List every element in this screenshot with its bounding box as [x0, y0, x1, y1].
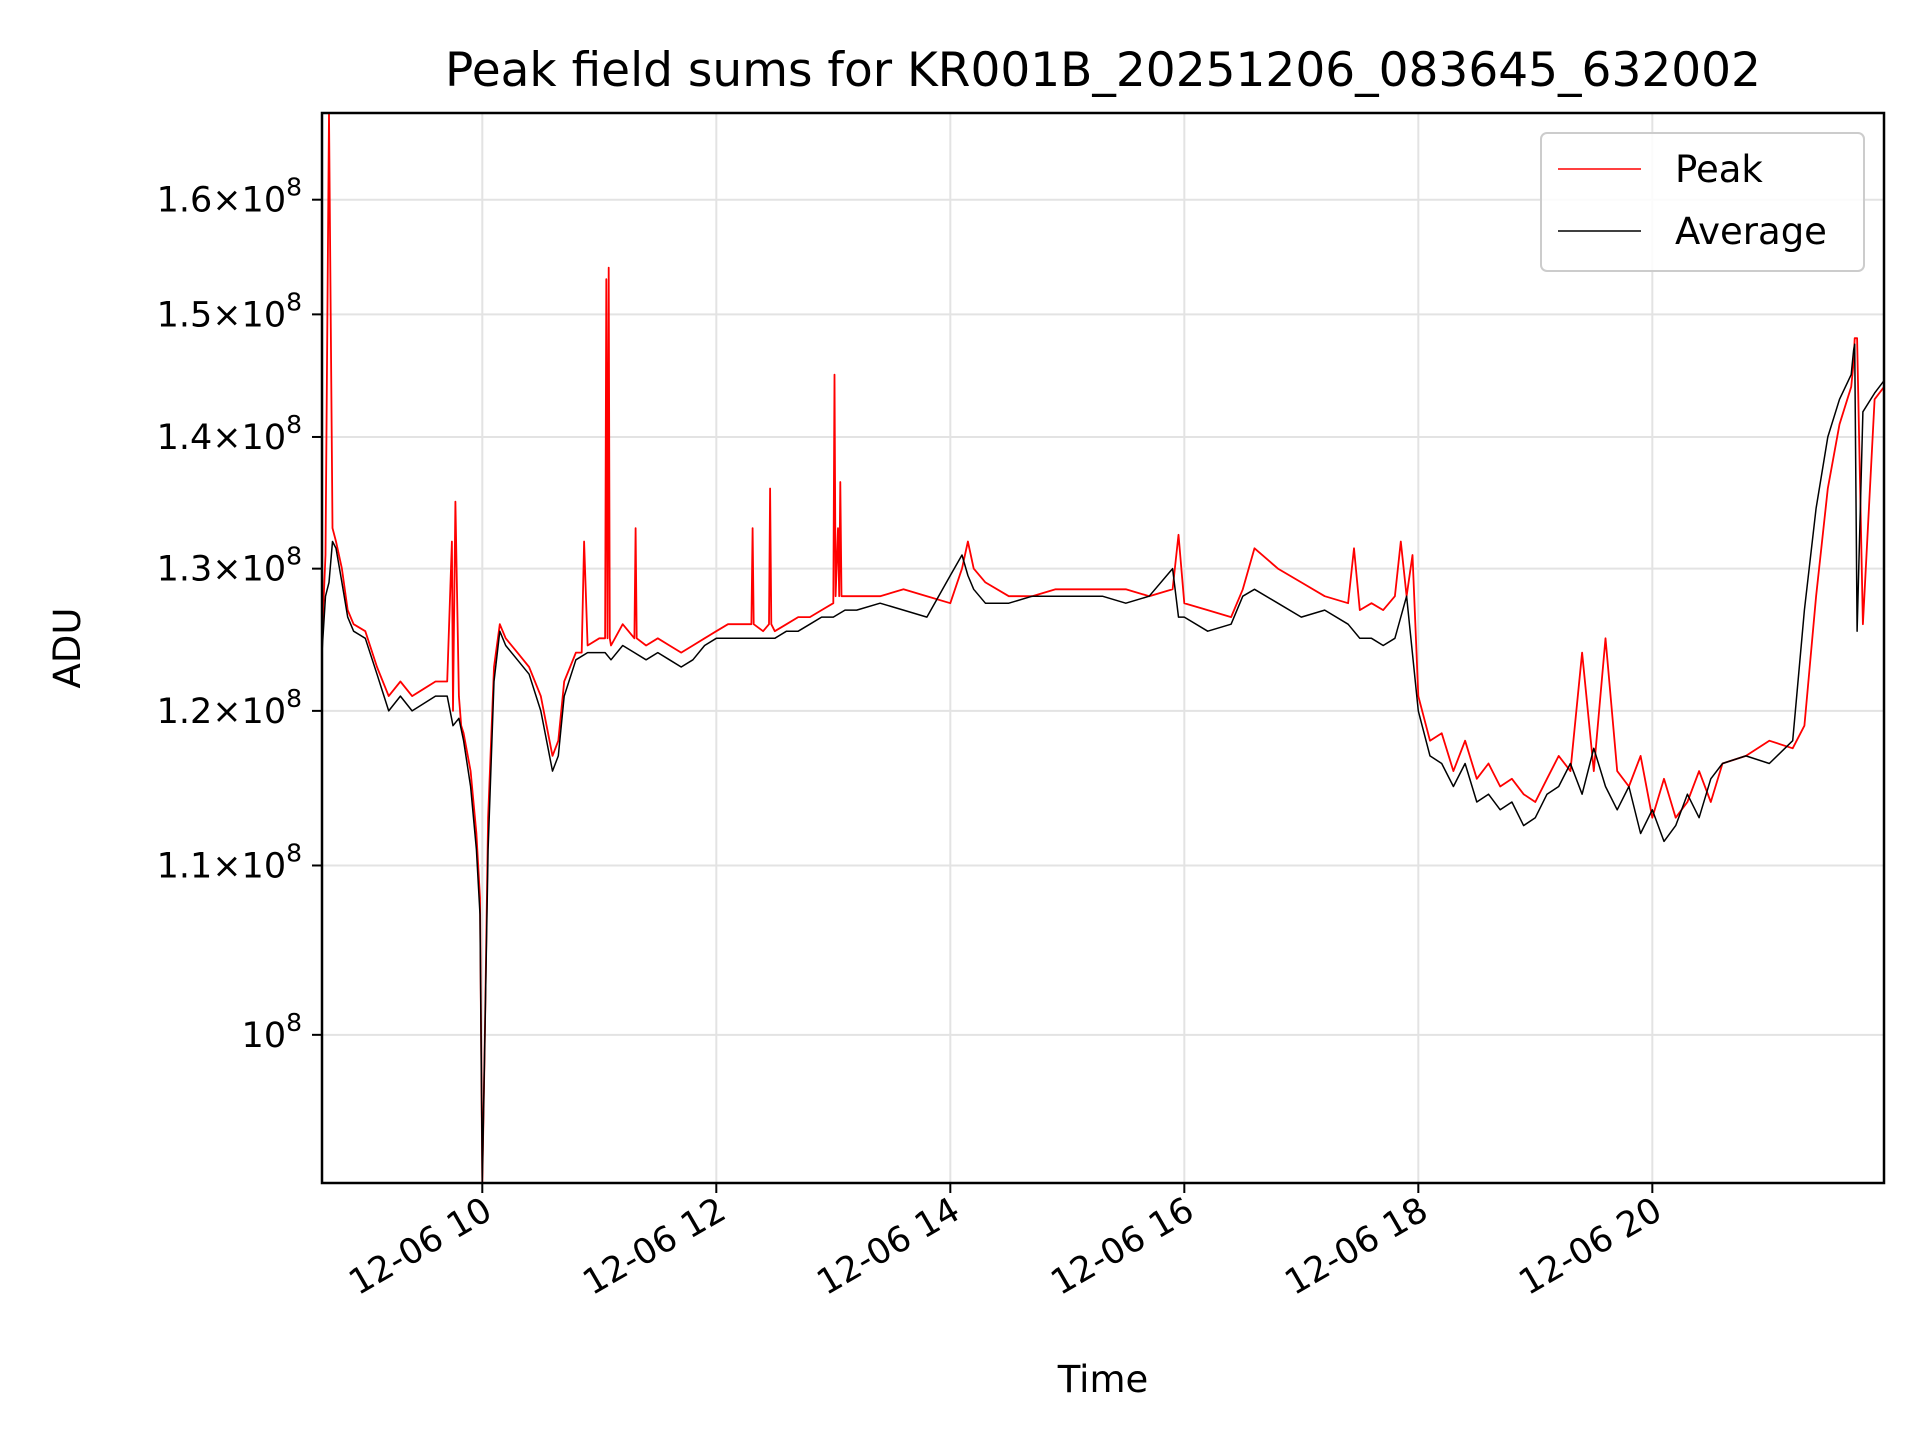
x-tick-label: 12-06 18 — [1279, 1190, 1435, 1303]
x-tick-label: 12-06 20 — [1513, 1190, 1669, 1303]
y-tick-label: 1.4×108 — [157, 410, 302, 458]
x-tick-label: 12-06 16 — [1045, 1190, 1201, 1303]
y-tick-label: 1.6×108 — [157, 173, 302, 221]
chart-title: Peak field sums for KR001B_20251206_0836… — [445, 43, 1761, 98]
series-line-average — [321, 343, 1885, 1184]
series-layer — [321, 112, 1885, 1184]
x-tick-label: 12-06 14 — [811, 1190, 967, 1303]
y-axis-ticks: 108 1.1×108 1.2×108 1.3×108 1.4×108 1.5×108 1.… — [157, 173, 322, 1056]
grid-lines — [322, 113, 1884, 1183]
x-axis-label: Time — [1057, 1358, 1149, 1401]
y-tick-label: 1.2×108 — [157, 684, 302, 732]
y-axis-label: ADU — [46, 608, 89, 689]
legend-peak-label: Peak — [1675, 148, 1763, 191]
legend: Peak Average — [1540, 132, 1865, 272]
x-tick-label: 12-06 12 — [577, 1190, 733, 1303]
x-axis-ticks: 12-06 10 12-06 12 12-06 14 12-06 16 12-06 18… — [343, 1183, 1669, 1303]
x-tick-label: 12-06 10 — [343, 1190, 499, 1303]
legend-box — [1540, 132, 1865, 272]
plot-frame — [320, 111, 1886, 1185]
legend-average-label: Average — [1675, 210, 1827, 253]
y-tick-label: 1.1×108 — [157, 838, 302, 886]
y-tick-label: 1.3×108 — [157, 542, 302, 590]
series-line-peak — [321, 112, 1885, 1184]
y-tick-label: 108 — [242, 1008, 302, 1056]
y-tick-label: 1.5×108 — [157, 287, 302, 335]
